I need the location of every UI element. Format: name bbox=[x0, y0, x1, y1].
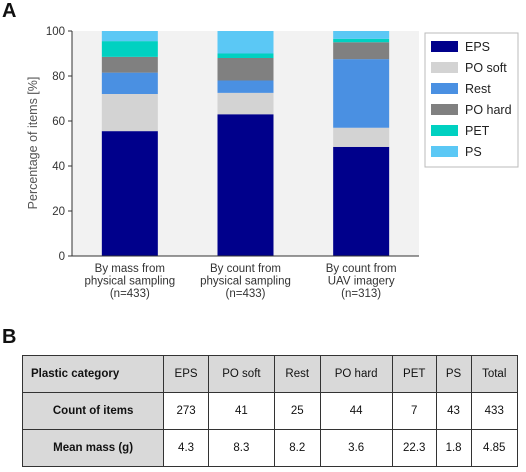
y-tick-label-0: 0 bbox=[59, 251, 65, 263]
table-header-cell: Rest bbox=[273, 355, 321, 393]
bar-segment-po-soft-1 bbox=[101, 94, 158, 132]
bar-segment-pet-1 bbox=[101, 41, 158, 57]
table-header-cell: Total bbox=[470, 355, 518, 393]
bar-segment-po-hard-2 bbox=[217, 58, 274, 81]
legend-label-po-hard: PO hard bbox=[465, 103, 512, 117]
table-cell: 8.3 bbox=[207, 429, 275, 467]
category-label-1: By mass from physical sampling (n=433) bbox=[84, 263, 175, 300]
table-header-cell: EPS bbox=[163, 355, 209, 393]
bar-segment-po-soft-3 bbox=[333, 127, 390, 147]
panel-label-a: A bbox=[2, 0, 17, 22]
table-cell: 3.6 bbox=[319, 429, 393, 467]
legend-label-eps: EPS bbox=[465, 40, 490, 54]
y-tick-label-100: 100 bbox=[46, 26, 65, 38]
table-row-mass: Mean mass (g) 4.3 8.3 8.2 3.6 22.3 1.8 4.85 bbox=[21, 429, 518, 467]
table-cell: 273 bbox=[163, 392, 209, 430]
bar-segment-ps-2 bbox=[217, 31, 274, 54]
bar-segment-pet-2 bbox=[217, 53, 274, 58]
panel-label-b: B bbox=[2, 326, 17, 348]
legend-swatch-eps bbox=[431, 41, 458, 52]
table-cell: 7 bbox=[391, 392, 437, 430]
table-header-cell: PO hard bbox=[319, 355, 393, 393]
legend-label-pet: PET bbox=[465, 124, 490, 138]
y-tick-label-20: 20 bbox=[52, 206, 65, 218]
y-tick-label-60: 60 bbox=[52, 116, 65, 128]
table-header-cell: PET bbox=[391, 355, 437, 393]
table-cell: 44 bbox=[319, 392, 393, 430]
bar-segment-po-hard-3 bbox=[333, 42, 390, 60]
table-cell: 433 bbox=[470, 392, 518, 430]
bar-segment-eps-3 bbox=[333, 146, 390, 256]
y-tick-label-80: 80 bbox=[52, 71, 65, 83]
table-row-label: Mean mass (g) bbox=[21, 429, 165, 467]
bar-segment-ps-3 bbox=[333, 31, 390, 39]
plastic-category-table: Plastic category EPS PO soft Rest PO hard PET… bbox=[21, 355, 518, 467]
legend-swatch-pet bbox=[431, 125, 458, 136]
category-label-3: By count from UAV imagery (n=313) bbox=[326, 263, 397, 300]
table-cell: 4.3 bbox=[163, 429, 209, 467]
legend-label-rest: Rest bbox=[465, 82, 491, 96]
table-cell: 1.8 bbox=[435, 429, 472, 467]
legend-swatch-po-hard bbox=[431, 104, 458, 115]
table-cell: 43 bbox=[435, 392, 472, 430]
legend-box bbox=[424, 32, 519, 168]
legend-swatch-po-soft bbox=[431, 62, 458, 73]
table-cell: 41 bbox=[207, 392, 275, 430]
table-header-cell: PO soft bbox=[207, 355, 275, 393]
table-row-count: Count of items 273 41 25 44 7 43 433 bbox=[21, 392, 518, 430]
y-tick-label-40: 40 bbox=[52, 161, 65, 173]
bar-segment-eps-1 bbox=[101, 131, 158, 256]
bar-segment-rest-1 bbox=[101, 72, 158, 94]
bar-segment-po-hard-1 bbox=[101, 56, 158, 73]
table-cell: 22.3 bbox=[391, 429, 437, 467]
bar-segment-eps-2 bbox=[217, 114, 274, 256]
legend-label-po-soft: PO soft bbox=[465, 61, 507, 75]
y-axis-label: Percentage of items [%] bbox=[26, 77, 40, 210]
legend-swatch-ps bbox=[431, 146, 458, 157]
table-header-row: Plastic category EPS PO soft Rest PO hard PET… bbox=[21, 355, 518, 393]
table-cell: 25 bbox=[273, 392, 321, 430]
table-header-cell: Plastic category bbox=[21, 355, 165, 393]
bar-segment-rest-3 bbox=[333, 59, 390, 128]
category-label-2: By count from physical sampling (n=433) bbox=[200, 263, 291, 300]
table-cell: 4.85 bbox=[470, 429, 518, 467]
legend-swatch-rest bbox=[431, 83, 458, 94]
legend-label-ps: PS bbox=[465, 145, 482, 159]
table-row-label: Count of items bbox=[21, 392, 165, 430]
bar-segment-ps-1 bbox=[101, 31, 158, 42]
stacked-bar-chart: By mass from physical sampling (n=433) By c… bbox=[26, 26, 519, 300]
bar-segment-po-soft-2 bbox=[217, 92, 274, 115]
table-cell: 8.2 bbox=[273, 429, 321, 467]
bar-segment-pet-3 bbox=[333, 38, 390, 43]
bar-segment-rest-2 bbox=[217, 80, 274, 93]
table-header-cell: PS bbox=[435, 355, 472, 393]
